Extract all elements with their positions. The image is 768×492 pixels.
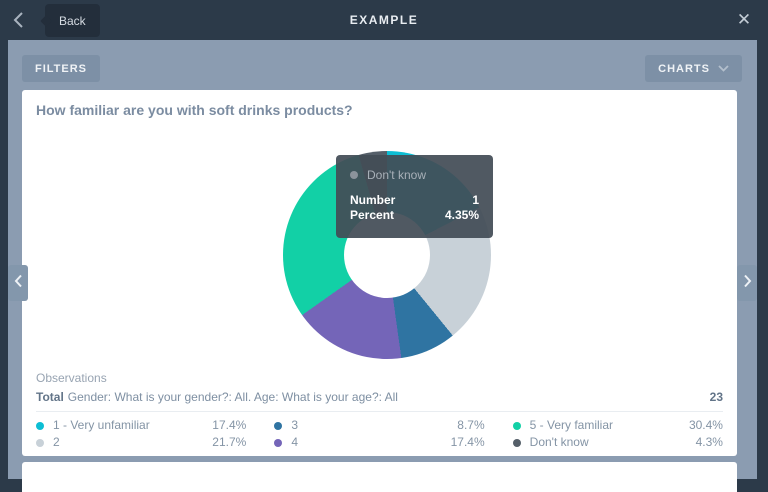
- close-icon[interactable]: ✕: [736, 10, 752, 29]
- legend-item[interactable]: 4 17.4%: [274, 435, 485, 449]
- back-button-label: Back: [59, 13, 86, 28]
- legend-item[interactable]: 3 8.7%: [274, 418, 485, 432]
- total-row: Total Gender: What is your gender?: All.…: [36, 390, 723, 412]
- card-footer: Observations Total Gender: What is your …: [22, 371, 737, 449]
- legend-dot: [512, 421, 521, 430]
- tooltip-segment-label: Don't know: [367, 168, 426, 182]
- total-label: Total: [36, 390, 64, 404]
- legend-percent: 17.4%: [450, 435, 485, 449]
- filters-button[interactable]: FILTERS: [22, 55, 101, 82]
- chevron-down-icon: [718, 63, 729, 75]
- legend-percent: 21.7%: [212, 435, 247, 449]
- filters-button-label: FILTERS: [35, 62, 88, 75]
- page-title: EXAMPLE: [349, 13, 419, 27]
- legend-dot: [36, 438, 44, 447]
- question-card: How familiar are you with soft drinks pr…: [22, 90, 737, 456]
- legend-dot: [274, 421, 283, 430]
- observations-label: Observations: [36, 371, 107, 385]
- tooltip-segment-dot: [350, 171, 358, 179]
- legend-dot: [274, 438, 283, 447]
- next-question-card[interactable]: [22, 462, 737, 492]
- legend-item[interactable]: 1 - Very unfamiliar 17.4%: [36, 419, 246, 432]
- tooltip-percent-label: Percent: [350, 208, 395, 222]
- legend-label: Don't know: [529, 435, 589, 449]
- legend-label: 2: [53, 435, 60, 449]
- top-bar: Back EXAMPLE ✕: [0, 0, 768, 40]
- charts-dropdown-label: CHARTS: [658, 62, 710, 75]
- content-area: FILTERS CHARTS How familiar are you with…: [8, 40, 757, 492]
- legend-item[interactable]: 2 21.7%: [36, 436, 246, 449]
- charts-dropdown[interactable]: CHARTS: [645, 55, 742, 82]
- legend-label: 1 - Very unfamiliar: [53, 418, 150, 432]
- legend-label: 3: [291, 418, 299, 432]
- legend-percent: 8.7%: [457, 418, 485, 432]
- tooltip-number-value: 1: [472, 193, 479, 207]
- prev-chevron-icon: [14, 274, 23, 293]
- legend-label: 5 - Very familiar: [529, 418, 614, 432]
- total-description: Gender: What is your gender?: All. Age: …: [67, 390, 398, 404]
- question-title: How familiar are you with soft drinks pr…: [36, 102, 353, 118]
- legend-label: 4: [291, 435, 299, 449]
- back-chevron-icon[interactable]: [12, 11, 24, 29]
- legend-percent: 17.4%: [212, 418, 247, 432]
- next-chevron-icon: [743, 274, 752, 293]
- legend-dot: [512, 438, 521, 447]
- legend-percent: 4.3%: [695, 435, 723, 449]
- tooltip-number-label: Number: [350, 193, 396, 207]
- legend-item[interactable]: 5 - Very familiar 30.4%: [512, 418, 723, 432]
- back-button[interactable]: Back: [40, 4, 100, 37]
- legend-item[interactable]: Don't know 4.3%: [512, 435, 723, 449]
- legend-dot: [36, 421, 44, 430]
- total-value: 23: [709, 390, 723, 404]
- chart-tooltip: Don't know Number 1 Percent 4.35%: [336, 155, 493, 238]
- legend-percent: 30.4%: [688, 418, 723, 432]
- tooltip-percent-value: 4.35%: [444, 208, 479, 222]
- prev-question-button[interactable]: [8, 265, 28, 301]
- chart-legend: 1 - Very unfamiliar 17.4% 2 21.7% 3 8.7%: [36, 419, 723, 449]
- next-question-button[interactable]: [737, 265, 757, 301]
